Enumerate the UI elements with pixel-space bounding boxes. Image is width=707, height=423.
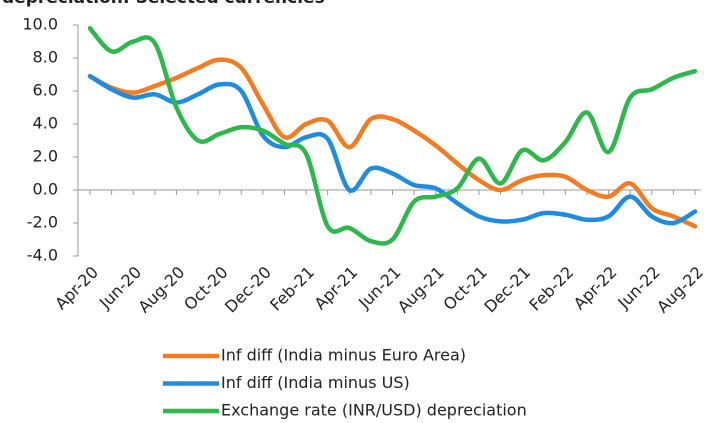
x-tick-label: Apr-20: [51, 263, 102, 314]
x-tick-label: Feb-22: [525, 263, 577, 315]
y-tick-label: -2.0: [27, 213, 58, 232]
legend-label: Inf diff (India minus Euro Area): [221, 346, 466, 365]
x-tick-label: Aug-20: [134, 263, 188, 317]
y-tick-label: 2.0: [33, 147, 58, 166]
series-line: [87, 57, 698, 229]
series-line: [87, 73, 698, 226]
y-tick-label: 10.0: [22, 15, 58, 34]
y-tick-label: -4.0: [27, 246, 58, 265]
y-tick-label: 6.0: [33, 81, 58, 100]
y-tick-label: 4.0: [33, 114, 58, 133]
series-line: [87, 26, 698, 246]
x-tick-label: Dec-21: [480, 263, 534, 317]
legend-label: Inf diff (India minus US): [221, 373, 410, 392]
x-tick-label: Apr-21: [311, 263, 362, 314]
x-tick-label: Aug-21: [394, 263, 448, 317]
legend-label: Exchange rate (INR/USD) depreciation: [221, 401, 527, 420]
x-tick-label: Dec-20: [221, 263, 275, 317]
x-tick-label: Feb-21: [266, 263, 318, 315]
y-tick-label: 8.0: [33, 48, 58, 67]
x-tick-label: Apr-22: [570, 263, 621, 314]
x-tick-label: Aug-22: [653, 263, 707, 317]
y-tick-label: 0.0: [33, 180, 58, 199]
chart-title: depreciation: Selected currencies: [2, 0, 325, 8]
